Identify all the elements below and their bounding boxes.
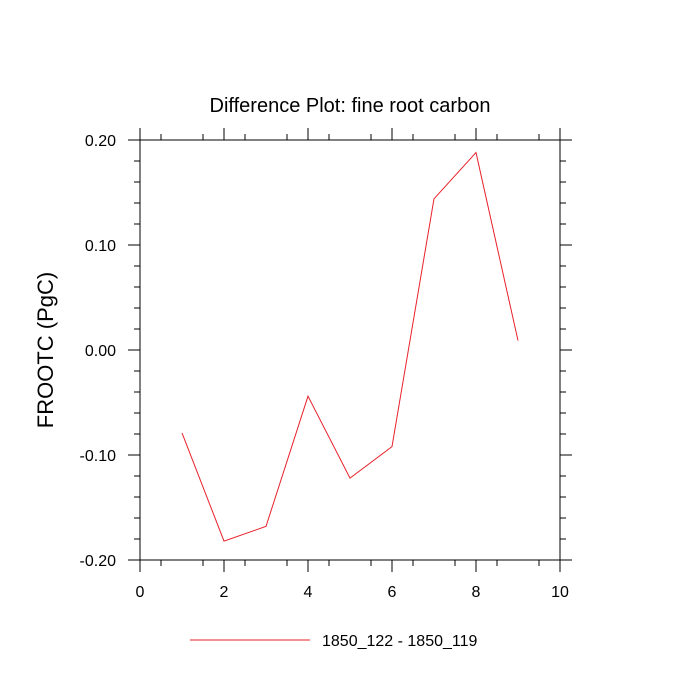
axis-ticks [128,128,572,572]
series-line [181,151,519,542]
axis-tick-labels: 0 2 4 6 8 10 -0.20 -0.10 0.00 0.10 0.20 [80,133,569,601]
x-tick-label: 6 [388,584,397,601]
y-tick-label: 0.00 [85,343,116,360]
x-tick-label: 2 [220,584,229,601]
legend: 1850_122 - 1850_119 [190,633,478,650]
y-tick-label: -0.10 [80,448,117,465]
x-tick-label: 0 [136,584,145,601]
legend-label: 1850_122 - 1850_119 [322,633,478,650]
y-tick-label: 0.20 [85,133,116,150]
y-tick-label: 0.10 [85,238,116,255]
y-axis-label: FROOTC (PgC) [33,272,58,428]
chart-title: Difference Plot: fine root carbon [210,95,491,117]
x-tick-label: 4 [304,584,313,601]
x-tick-label: 8 [472,584,481,601]
x-tick-label: 10 [551,584,569,601]
plot-frame [139,139,561,561]
series-lines [181,151,519,542]
y-tick-label: -0.20 [80,553,117,570]
